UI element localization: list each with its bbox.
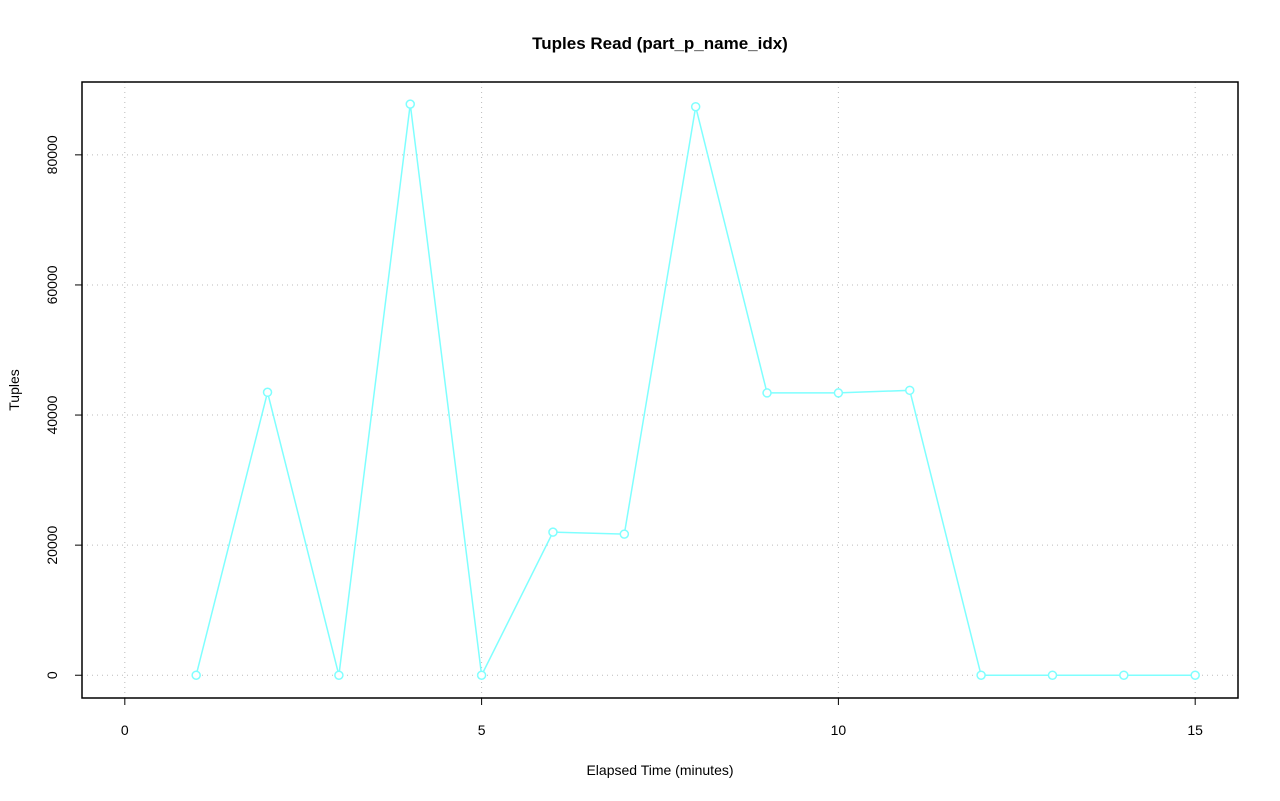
data-point	[1119, 670, 1129, 680]
x-tick-label: 10	[831, 722, 847, 738]
data-point	[334, 670, 344, 680]
series-line	[195, 104, 1196, 678]
data-point	[405, 99, 415, 109]
data-point	[476, 670, 487, 680]
data-point	[690, 101, 701, 112]
data-point	[833, 388, 844, 398]
y-tick-label: 40000	[44, 395, 60, 434]
y-tick-label: 80000	[44, 135, 60, 174]
data-point	[1047, 670, 1058, 680]
data-point	[762, 388, 772, 398]
data-point	[619, 529, 630, 539]
data-point	[976, 670, 986, 680]
data-point	[262, 387, 273, 398]
data-point	[905, 385, 915, 396]
y-axis-label: Tuples	[6, 369, 22, 411]
plot-frame	[81, 81, 1239, 699]
y-tick-label: 0	[44, 671, 60, 679]
data-point	[1190, 670, 1200, 680]
marks	[191, 99, 1200, 680]
chart-title: Tuples Read (part_p_name_idx)	[532, 34, 788, 53]
y-tick-label: 20000	[44, 525, 60, 564]
x-tick-label: 0	[121, 722, 129, 738]
data-point	[548, 527, 558, 537]
data-point	[191, 670, 201, 680]
y-tick-label: 60000	[44, 265, 60, 304]
grid	[82, 82, 1238, 698]
x-axis-label: Elapsed Time (minutes)	[586, 762, 733, 778]
x-tick-label: 15	[1187, 722, 1203, 738]
x-tick-label: 5	[478, 722, 486, 738]
